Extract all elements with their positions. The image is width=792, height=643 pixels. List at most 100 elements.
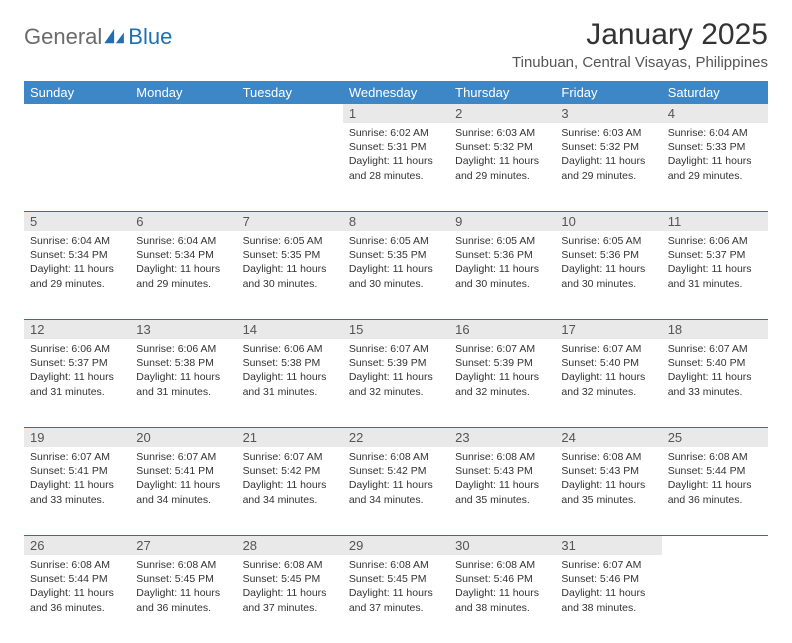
daylight-line1: Daylight: 11 hours	[561, 478, 655, 492]
day-cell: Sunrise: 6:07 AMSunset: 5:42 PMDaylight:…	[237, 447, 343, 535]
day-number-empty	[24, 104, 130, 123]
sunrise-text: Sunrise: 6:05 AM	[561, 234, 655, 248]
day-cell-body: Sunrise: 6:06 AMSunset: 5:37 PMDaylight:…	[24, 339, 130, 405]
day-number-empty	[237, 104, 343, 123]
day-number: 26	[24, 535, 130, 555]
sunset-text: Sunset: 5:44 PM	[30, 572, 124, 586]
daylight-line1: Daylight: 11 hours	[349, 154, 443, 168]
day-number: 27	[130, 535, 236, 555]
daylight-line1: Daylight: 11 hours	[455, 586, 549, 600]
sunset-text: Sunset: 5:35 PM	[349, 248, 443, 262]
day-cell: Sunrise: 6:08 AMSunset: 5:45 PMDaylight:…	[130, 555, 236, 643]
day-cell: Sunrise: 6:03 AMSunset: 5:32 PMDaylight:…	[449, 123, 555, 211]
day-cell	[24, 123, 130, 211]
day-cell-body: Sunrise: 6:06 AMSunset: 5:37 PMDaylight:…	[662, 231, 768, 297]
sunrise-text: Sunrise: 6:08 AM	[668, 450, 762, 464]
day-number: 7	[237, 211, 343, 231]
day-cell-body: Sunrise: 6:04 AMSunset: 5:34 PMDaylight:…	[130, 231, 236, 297]
daylight-line2: and 31 minutes.	[243, 385, 337, 399]
day-number: 20	[130, 427, 236, 447]
sunrise-text: Sunrise: 6:06 AM	[136, 342, 230, 356]
day-cell: Sunrise: 6:08 AMSunset: 5:43 PMDaylight:…	[449, 447, 555, 535]
daylight-line1: Daylight: 11 hours	[243, 478, 337, 492]
sunrise-text: Sunrise: 6:08 AM	[349, 450, 443, 464]
day-cell-body: Sunrise: 6:05 AMSunset: 5:36 PMDaylight:…	[449, 231, 555, 297]
sunrise-text: Sunrise: 6:06 AM	[30, 342, 124, 356]
day-cell: Sunrise: 6:08 AMSunset: 5:43 PMDaylight:…	[555, 447, 661, 535]
daylight-line2: and 29 minutes.	[668, 169, 762, 183]
weekday-header-row: Sunday Monday Tuesday Wednesday Thursday…	[24, 81, 768, 104]
daylight-line1: Daylight: 11 hours	[136, 370, 230, 384]
sunset-text: Sunset: 5:32 PM	[561, 140, 655, 154]
brand-part2: Blue	[128, 24, 172, 50]
day-body-row: Sunrise: 6:07 AMSunset: 5:41 PMDaylight:…	[24, 447, 768, 535]
day-number: 25	[662, 427, 768, 447]
daylight-line2: and 31 minutes.	[136, 385, 230, 399]
daylight-line1: Daylight: 11 hours	[668, 154, 762, 168]
day-cell: Sunrise: 6:02 AMSunset: 5:31 PMDaylight:…	[343, 123, 449, 211]
daylight-line1: Daylight: 11 hours	[561, 370, 655, 384]
daylight-line1: Daylight: 11 hours	[455, 370, 549, 384]
daylight-line2: and 30 minutes.	[561, 277, 655, 291]
sunset-text: Sunset: 5:36 PM	[455, 248, 549, 262]
daylight-line2: and 37 minutes.	[243, 601, 337, 615]
day-cell	[237, 123, 343, 211]
day-cell: Sunrise: 6:03 AMSunset: 5:32 PMDaylight:…	[555, 123, 661, 211]
day-cell-body: Sunrise: 6:03 AMSunset: 5:32 PMDaylight:…	[449, 123, 555, 189]
brand-part1: General	[24, 24, 102, 50]
day-number: 15	[343, 319, 449, 339]
day-number: 16	[449, 319, 555, 339]
day-number: 3	[555, 104, 661, 123]
daylight-line2: and 33 minutes.	[30, 493, 124, 507]
daylight-line2: and 28 minutes.	[349, 169, 443, 183]
sunrise-text: Sunrise: 6:03 AM	[455, 126, 549, 140]
sunrise-text: Sunrise: 6:02 AM	[349, 126, 443, 140]
weekday-header: Saturday	[662, 81, 768, 104]
header: General Blue January 2025 Tinubuan, Cent…	[24, 18, 768, 77]
sunset-text: Sunset: 5:41 PM	[136, 464, 230, 478]
daylight-line1: Daylight: 11 hours	[668, 262, 762, 276]
day-number: 21	[237, 427, 343, 447]
daylight-line1: Daylight: 11 hours	[136, 262, 230, 276]
day-number: 19	[24, 427, 130, 447]
day-cell-body: Sunrise: 6:03 AMSunset: 5:32 PMDaylight:…	[555, 123, 661, 189]
day-number: 17	[555, 319, 661, 339]
day-cell: Sunrise: 6:08 AMSunset: 5:45 PMDaylight:…	[237, 555, 343, 643]
day-number: 24	[555, 427, 661, 447]
daylight-line2: and 32 minutes.	[561, 385, 655, 399]
day-cell: Sunrise: 6:04 AMSunset: 5:34 PMDaylight:…	[130, 231, 236, 319]
day-cell-body: Sunrise: 6:08 AMSunset: 5:45 PMDaylight:…	[343, 555, 449, 621]
day-number: 13	[130, 319, 236, 339]
calendar-table: Sunday Monday Tuesday Wednesday Thursday…	[24, 81, 768, 643]
day-cell: Sunrise: 6:08 AMSunset: 5:45 PMDaylight:…	[343, 555, 449, 643]
sunrise-text: Sunrise: 6:06 AM	[668, 234, 762, 248]
day-cell: Sunrise: 6:06 AMSunset: 5:37 PMDaylight:…	[662, 231, 768, 319]
sunset-text: Sunset: 5:40 PM	[668, 356, 762, 370]
daylight-line1: Daylight: 11 hours	[455, 262, 549, 276]
daylight-line1: Daylight: 11 hours	[30, 586, 124, 600]
sunset-text: Sunset: 5:43 PM	[455, 464, 549, 478]
day-number-row: 12131415161718	[24, 319, 768, 339]
day-number: 22	[343, 427, 449, 447]
daylight-line1: Daylight: 11 hours	[349, 586, 443, 600]
sunrise-text: Sunrise: 6:08 AM	[30, 558, 124, 572]
daylight-line2: and 37 minutes.	[349, 601, 443, 615]
page: General Blue January 2025 Tinubuan, Cent…	[0, 0, 792, 643]
daylight-line2: and 29 minutes.	[455, 169, 549, 183]
sunrise-text: Sunrise: 6:07 AM	[561, 558, 655, 572]
daylight-line2: and 36 minutes.	[668, 493, 762, 507]
weekday-header: Thursday	[449, 81, 555, 104]
sunset-text: Sunset: 5:45 PM	[136, 572, 230, 586]
day-cell-body: Sunrise: 6:08 AMSunset: 5:42 PMDaylight:…	[343, 447, 449, 513]
brand-logo: General Blue	[24, 18, 172, 50]
sunrise-text: Sunrise: 6:07 AM	[30, 450, 124, 464]
daylight-line2: and 35 minutes.	[561, 493, 655, 507]
sunrise-text: Sunrise: 6:05 AM	[243, 234, 337, 248]
day-cell-body: Sunrise: 6:07 AMSunset: 5:40 PMDaylight:…	[662, 339, 768, 405]
location-text: Tinubuan, Central Visayas, Philippines	[512, 54, 768, 71]
sunrise-text: Sunrise: 6:07 AM	[136, 450, 230, 464]
daylight-line2: and 32 minutes.	[455, 385, 549, 399]
sunset-text: Sunset: 5:46 PM	[455, 572, 549, 586]
daylight-line2: and 31 minutes.	[30, 385, 124, 399]
sunset-text: Sunset: 5:34 PM	[30, 248, 124, 262]
